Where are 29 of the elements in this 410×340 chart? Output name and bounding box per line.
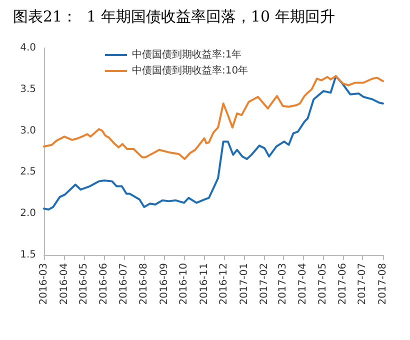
x-tick-label: 2016-08 <box>138 263 150 305</box>
y-tick-label: 2.0 <box>20 208 36 220</box>
y-tick-label: 3.5 <box>20 84 36 95</box>
x-tick-label: 2016-03 <box>38 263 50 305</box>
x-tick-label: 2016-11 <box>198 263 210 305</box>
x-tick-label: 2016-07 <box>118 263 130 305</box>
x-tick-label: 2017-04 <box>298 263 309 305</box>
y-tick-label: 3.0 <box>20 125 36 136</box>
line-series <box>43 75 384 210</box>
x-tick-label: 2016-12 <box>218 263 230 305</box>
x-tick-label: 2017-05 <box>317 263 328 305</box>
x-tick-label: 2017-03 <box>277 263 288 305</box>
x-tick-label: 2017-08 <box>378 263 388 305</box>
legend-label: 中债国债到期收益率:10年 <box>132 64 248 76</box>
x-tick-label: 2017-06 <box>338 263 349 305</box>
x-tick-label: 2017-07 <box>357 263 368 305</box>
x-tick-label: 2016-10 <box>178 263 190 305</box>
x-tick-label: 2016-05 <box>78 263 90 305</box>
line-series <box>43 75 384 160</box>
x-tick-label: 2017-01 <box>238 263 250 305</box>
y-tick-label: 4.0 <box>20 42 36 54</box>
legend-label: 中债国债到期收益率:1年 <box>132 48 242 60</box>
x-tick-label: 2017-02 <box>259 263 270 305</box>
chart-title: 图表21： 1 年期国债收益率回落，10 年期回升 <box>13 8 335 26</box>
x-tick-label: 2016-06 <box>98 263 110 305</box>
y-tick-label: 2.5 <box>20 166 36 178</box>
x-tick-label: 2016-04 <box>58 263 70 305</box>
x-tick-label: 2016-09 <box>158 263 170 305</box>
y-tick-label: 1.5 <box>20 250 36 260</box>
